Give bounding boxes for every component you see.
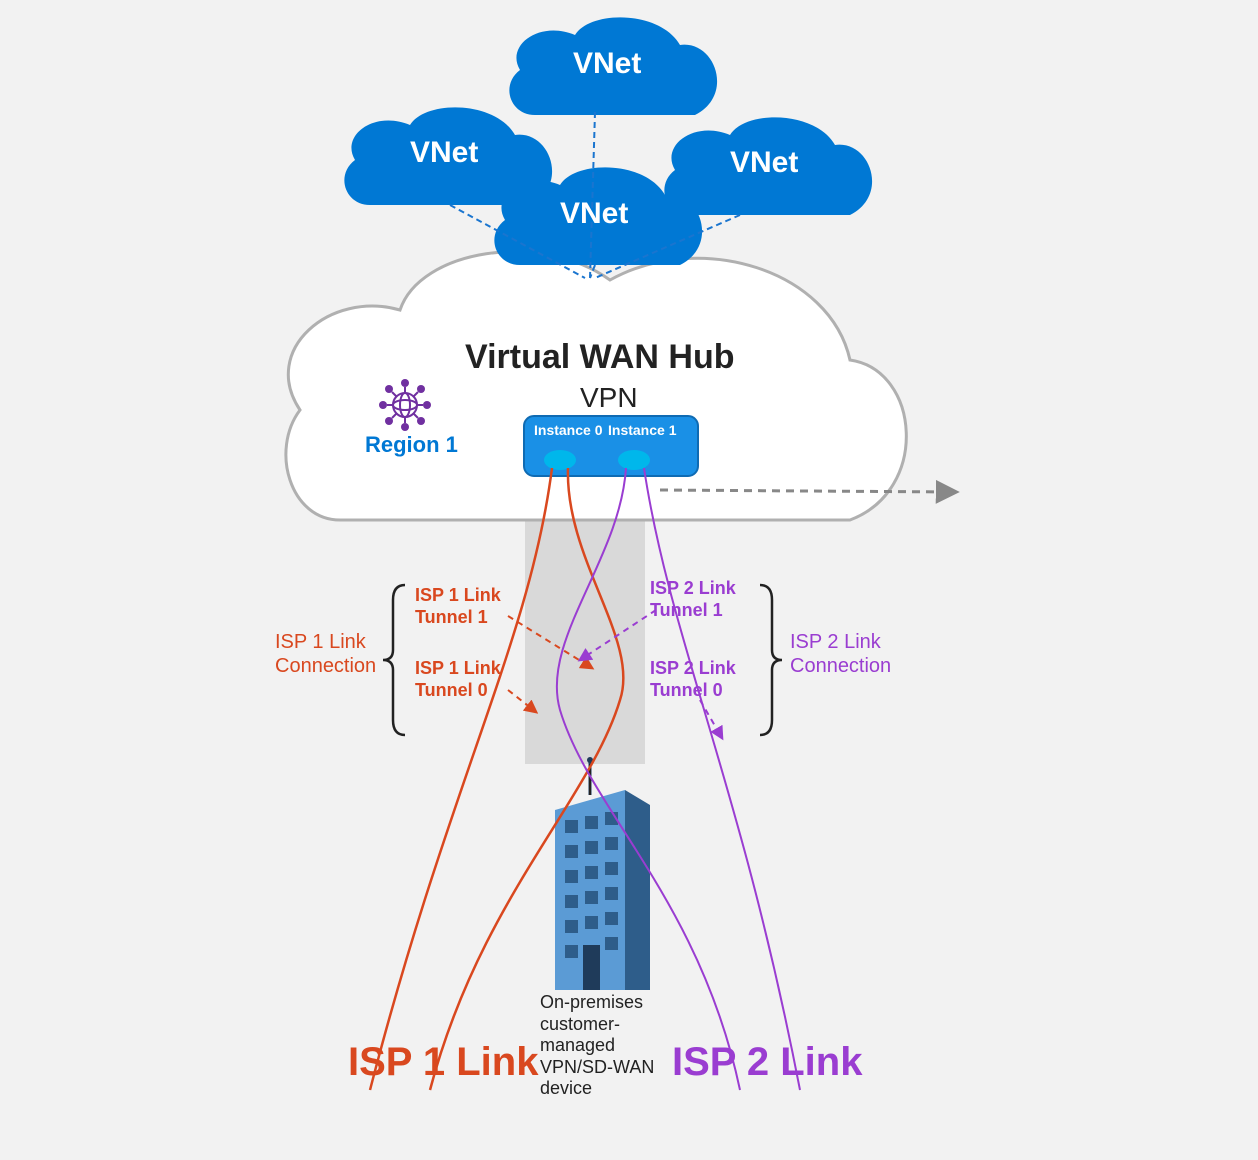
vnet-label-top: VNet xyxy=(573,47,641,81)
bracket-right xyxy=(760,585,782,735)
isp2-tunnel1-label: ISP 2 Link Tunnel 1 xyxy=(650,578,760,621)
vnet-label-left: VNet xyxy=(410,136,478,170)
vpn-label: VPN xyxy=(580,382,638,414)
isp2-big-label: ISP 2 Link xyxy=(672,1040,862,1085)
isp2-conn-label: ISP 2 Link Connection xyxy=(790,630,920,678)
instance0-dot xyxy=(544,450,576,470)
region-label: Region 1 xyxy=(365,432,458,458)
dashed-right-arrow xyxy=(660,490,955,492)
isp1-big-label: ISP 1 Link xyxy=(348,1040,538,1085)
instance1-label: Instance 1 xyxy=(608,422,676,438)
isp2-tunnel0-label: ISP 2 Link Tunnel 0 xyxy=(650,658,760,701)
vnet-label-right: VNet xyxy=(730,146,798,180)
instance0-label: Instance 0 xyxy=(534,422,602,438)
diagram-canvas: VNet VNet VNet VNet Virtual WAN Hub VPN … xyxy=(0,0,1258,1160)
hub-title: Virtual WAN Hub xyxy=(465,338,735,377)
vnet-label-center: VNet xyxy=(560,197,628,231)
building-icon xyxy=(555,757,650,990)
shapes-layer xyxy=(0,0,1258,1160)
isp1-conn-label: ISP 1 Link Connection xyxy=(275,630,405,678)
isp1-tunnel1-label: ISP 1 Link Tunnel 1 xyxy=(415,585,525,628)
onprem-label: On-premises customer-managed VPN/SD-WAN … xyxy=(540,992,680,1100)
isp1-tunnel0-label: ISP 1 Link Tunnel 0 xyxy=(415,658,525,701)
instance1-dot xyxy=(618,450,650,470)
